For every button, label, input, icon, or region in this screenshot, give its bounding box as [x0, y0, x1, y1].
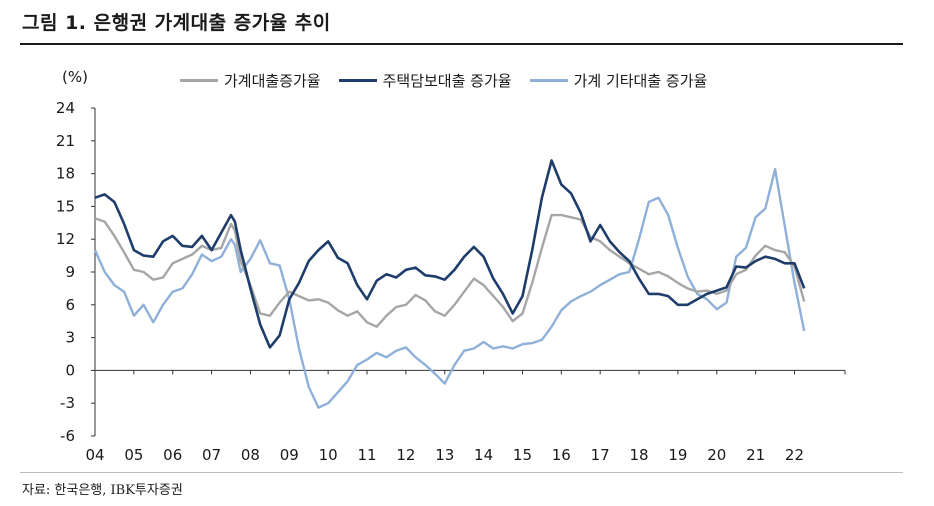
x-tick-label: 17	[591, 446, 610, 464]
legend-swatch-mortgage	[338, 79, 377, 82]
x-tick-label: 21	[746, 446, 765, 464]
y-tick-label: 21	[56, 132, 75, 150]
y-tick-label: 18	[56, 165, 75, 183]
legend-label-other: 가계 기타대출 증가율	[573, 72, 708, 90]
y-tick-label: 0	[65, 361, 75, 379]
y-tick-label: -6	[60, 427, 75, 445]
x-tick-label: 05	[124, 446, 143, 464]
title-rule	[20, 43, 903, 45]
y-tick-label: 6	[65, 296, 75, 314]
y-tick-label: 15	[56, 197, 75, 215]
legend-swatch-other	[529, 79, 568, 82]
y-unit-label: (%)	[62, 68, 88, 86]
x-tick-label: 10	[319, 446, 338, 464]
x-tick-label: 13	[435, 446, 454, 464]
legend-item-mortgage: 주택담보대출 증가율	[338, 70, 512, 91]
x-tick-label: 09	[280, 446, 299, 464]
y-tick-label: 3	[65, 329, 75, 347]
x-tick-label: 20	[707, 446, 726, 464]
x-tick-label: 18	[629, 446, 648, 464]
y-tick-label: 9	[65, 263, 75, 281]
series-line-other-loan	[93, 168, 806, 409]
legend-label-household: 가계대출증가율	[224, 72, 321, 90]
y-tick-label: 12	[56, 230, 75, 248]
series-line-mortgage-loan	[94, 159, 806, 349]
chart-legend: 가계대출증가율 주택담보대출 증가율 가계 기타대출 증가율	[180, 70, 707, 91]
y-tick-label: -3	[60, 394, 75, 412]
chart-axes: 24 21 18 15 12 9 6 3 0 -3 -6 04 05 06 07 08 09 10 11 12 13 14…	[56, 99, 846, 464]
x-tick-label: 11	[357, 446, 376, 464]
x-tick-label: 16	[552, 446, 571, 464]
x-tick-label: 22	[785, 446, 804, 464]
source-note: 자료: 한국은행, IBK투자증권	[22, 483, 183, 498]
series-line-household-loan	[94, 213, 806, 328]
x-tick-label: 14	[474, 446, 493, 464]
x-tick-label: 04	[85, 446, 104, 464]
x-tick-label: 06	[163, 446, 182, 464]
legend-swatch-household	[180, 79, 218, 82]
x-tick-label: 08	[241, 446, 260, 464]
x-tick-label: 12	[396, 446, 415, 464]
chart-lines	[93, 159, 806, 409]
legend-label-mortgage: 주택담보대출 증가율	[382, 72, 512, 90]
y-tick-label: 24	[56, 99, 75, 117]
x-tick-label: 07	[202, 446, 221, 464]
source-rule	[20, 472, 903, 473]
legend-item-household: 가계대출증가율	[180, 70, 321, 91]
figure-title: 그림 1. 은행권 가계대출 증가율 추이	[22, 12, 331, 34]
x-tick-label: 15	[513, 446, 532, 464]
x-tick-label: 19	[668, 446, 687, 464]
legend-item-other: 가계 기타대출 증가율	[529, 70, 708, 91]
